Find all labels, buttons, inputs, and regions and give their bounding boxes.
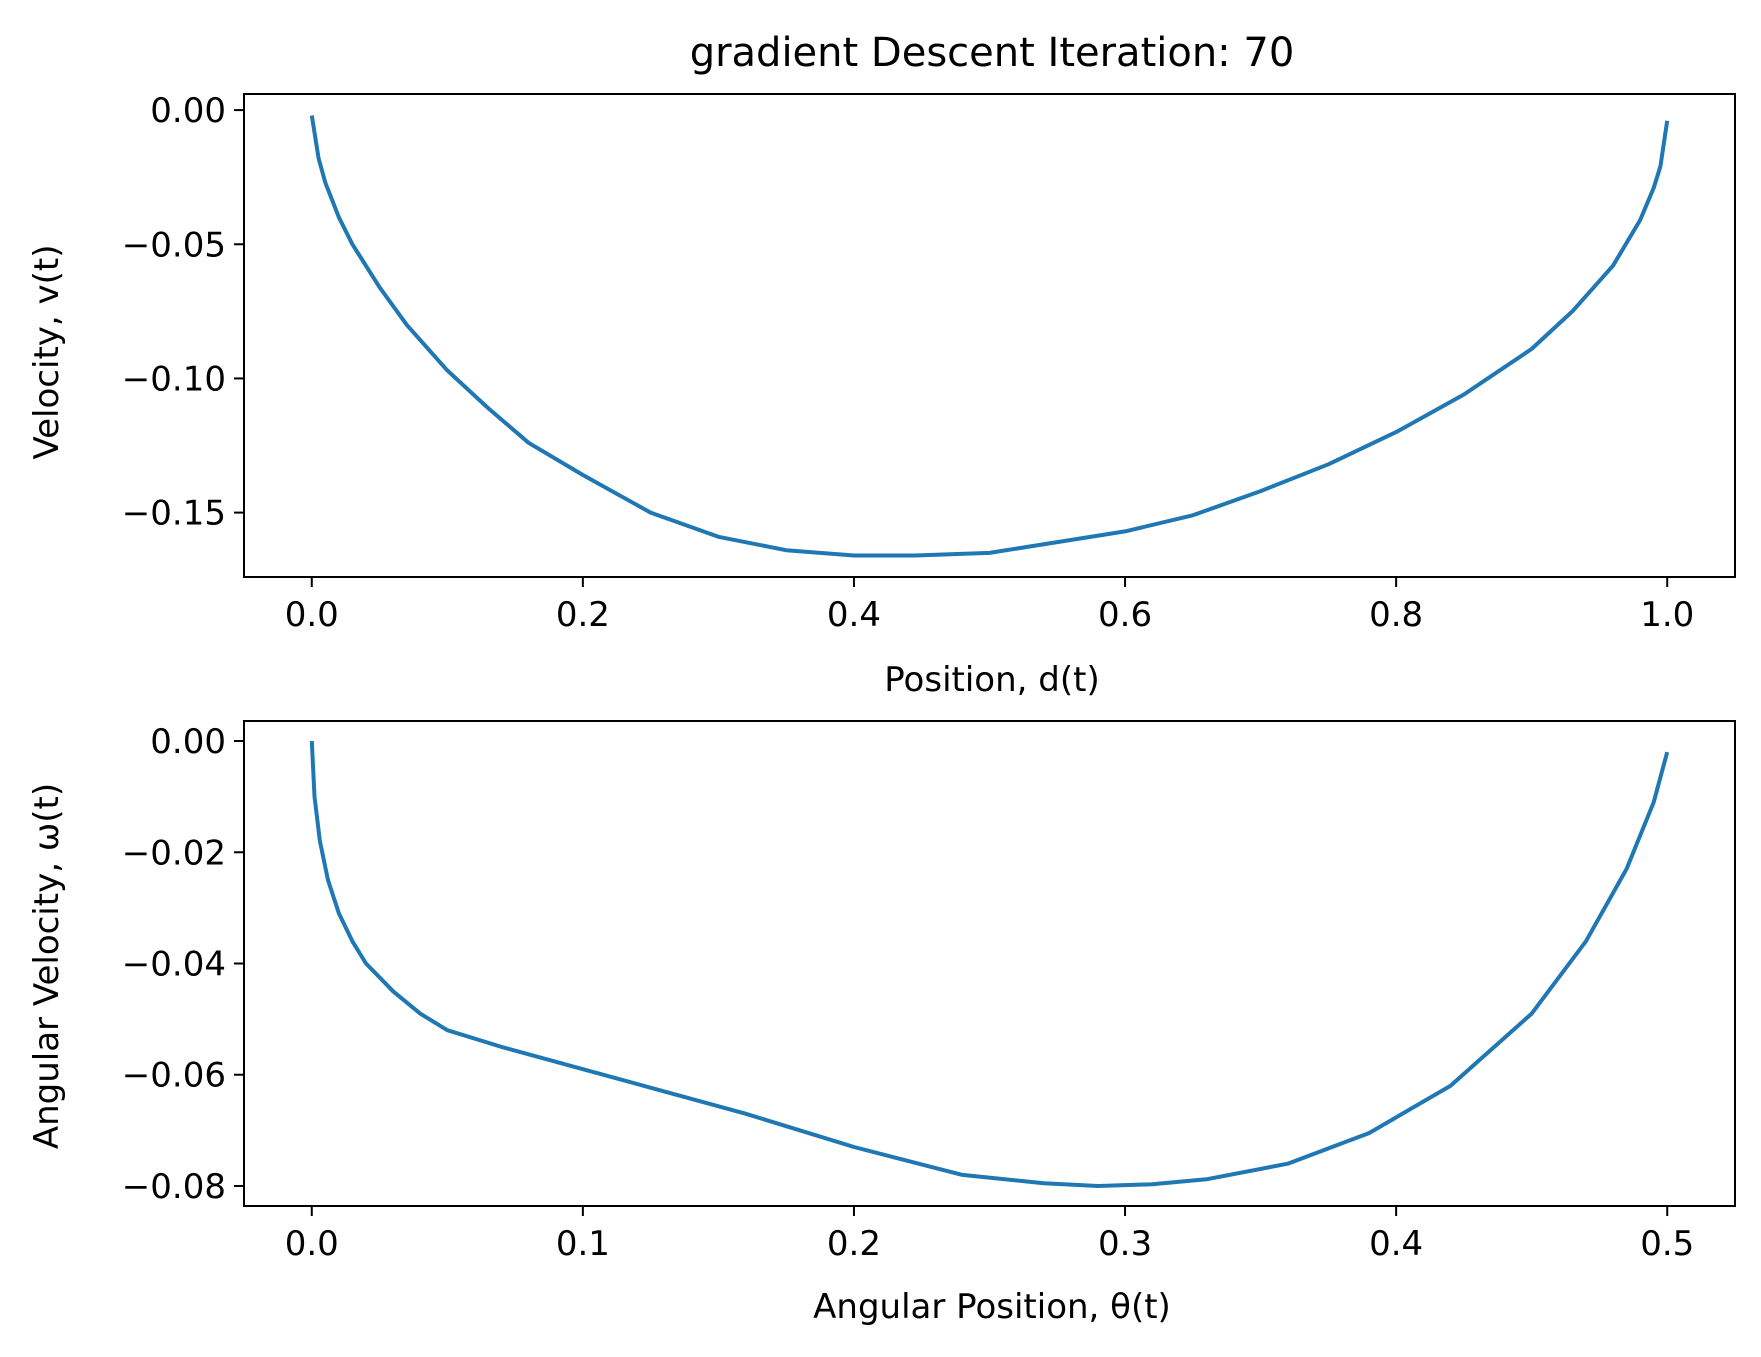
angular-xtick-label: 0.1: [556, 1224, 610, 1264]
velocity-xtick-label: 0.4: [827, 595, 881, 635]
velocity-axes-frame: [243, 93, 1736, 578]
angular-xtick-label: 0.4: [1369, 1224, 1423, 1264]
figure-title: gradient Descent Iteration: 70: [690, 30, 1295, 76]
ylabel-angular-velocity: Angular Velocity, ω(t): [27, 783, 67, 1149]
velocity-xtick-label: 1.0: [1640, 595, 1694, 635]
xlabel-angular-position: Angular Position, θ(t): [813, 1287, 1171, 1327]
axes-angular-velocity: 0.0 0.1 0.2 0.3 0.4 0.5 0.00 −0.02 −0.04 −0.06 −0.…: [122, 720, 1736, 1264]
ylabel-velocity: Velocity, v(t): [27, 245, 67, 460]
velocity-xtick-label: 0.8: [1369, 595, 1423, 635]
velocity-ytick-label: −0.15: [122, 494, 226, 534]
angular-xtick-label: 0.3: [1098, 1224, 1152, 1264]
angular-xtick-label: 0.0: [285, 1224, 339, 1264]
angular-ytick-label: −0.04: [122, 945, 226, 985]
angular-xtick-label: 0.5: [1640, 1224, 1694, 1264]
angular-series-line-0: [309, 740, 1670, 1188]
velocity-xtick-label: 0.6: [1098, 595, 1152, 635]
angular-ytick-label: −0.08: [122, 1167, 226, 1207]
angular-ytick-label: −0.02: [122, 833, 226, 873]
axes-velocity: 0.0 0.2 0.4 0.6 0.8 1.0 0.00 −0.05 −0.10 −0.15: [122, 91, 1736, 635]
angular-xtick-label: 0.2: [827, 1224, 881, 1264]
velocity-xtick-label: 0.0: [285, 595, 339, 635]
velocity-ytick-label: −0.10: [122, 359, 226, 399]
velocity-xtick-label: 0.2: [556, 595, 610, 635]
velocity-ytick-label: −0.05: [122, 225, 226, 265]
xlabel-position: Position, d(t): [884, 660, 1099, 700]
velocity-series-line-0: [309, 115, 1670, 558]
angular-ytick-label: −0.06: [122, 1056, 226, 1096]
angular-ytick-label: 0.00: [150, 722, 226, 762]
velocity-ytick-label: 0.00: [150, 91, 226, 131]
